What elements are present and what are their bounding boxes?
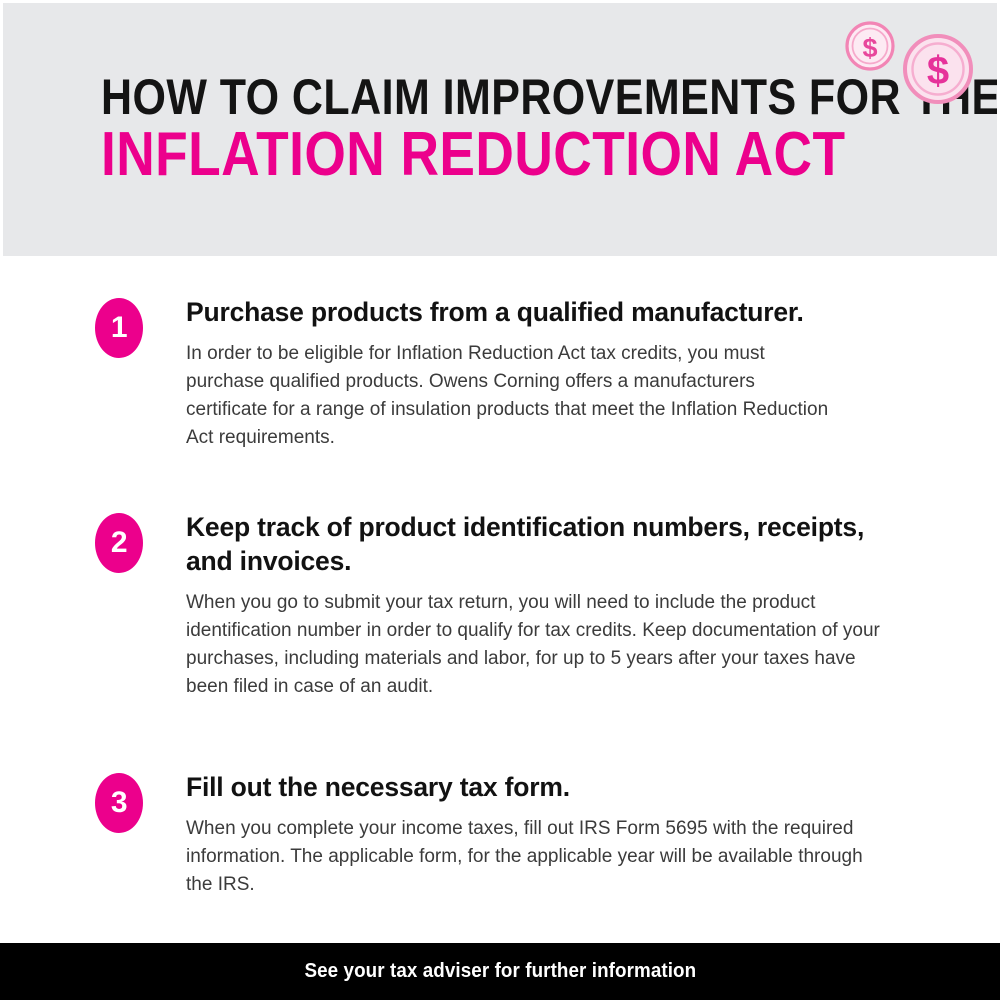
step-text-1: In order to be eligible for Inflation Re… bbox=[186, 342, 829, 448]
step-text-2: When you go to submit your tax return, y… bbox=[186, 591, 880, 697]
header-band: HOW TO CLAIM IMPROVEMENTS FOR THE INFLAT… bbox=[3, 3, 997, 256]
coin-dollar-icon-small: $ bbox=[843, 19, 897, 73]
step-number-label-1: 1 bbox=[110, 311, 128, 344]
coin-dollar-icon-large: $ bbox=[900, 31, 976, 107]
footer-text: See your tax adviser for further informa… bbox=[304, 960, 696, 982]
page-title: HOW TO CLAIM IMPROVEMENTS FOR THE INFLAT… bbox=[101, 69, 997, 189]
step-content-3: Fill out the necessary tax form. When yo… bbox=[186, 771, 891, 899]
svg-text:$: $ bbox=[927, 49, 949, 93]
title-line-primary: HOW TO CLAIM IMPROVEMENTS FOR THE bbox=[101, 69, 997, 125]
step-heading-2: Keep track of product identification num… bbox=[186, 512, 865, 576]
step-content-1: Purchase products from a qualified manuf… bbox=[186, 296, 891, 452]
footer-bar: See your tax adviser for further informa… bbox=[0, 943, 1000, 1000]
step-text-3: When you complete your income taxes, fil… bbox=[186, 817, 863, 895]
svg-text:$: $ bbox=[862, 33, 877, 63]
step-number-badge-1: 1 bbox=[95, 298, 143, 358]
step-heading-3: Fill out the necessary tax form. bbox=[186, 772, 570, 802]
step-content-2: Keep track of product identification num… bbox=[186, 511, 891, 701]
step-number-badge-3: 3 bbox=[95, 773, 143, 833]
step-heading-1: Purchase products from a qualified manuf… bbox=[186, 297, 804, 327]
step-number-label-2: 2 bbox=[110, 526, 128, 559]
step-number-label-3: 3 bbox=[110, 786, 128, 819]
step-number-badge-2: 2 bbox=[95, 513, 143, 573]
title-line-accent: INFLATION REDUCTION ACT bbox=[101, 120, 846, 189]
